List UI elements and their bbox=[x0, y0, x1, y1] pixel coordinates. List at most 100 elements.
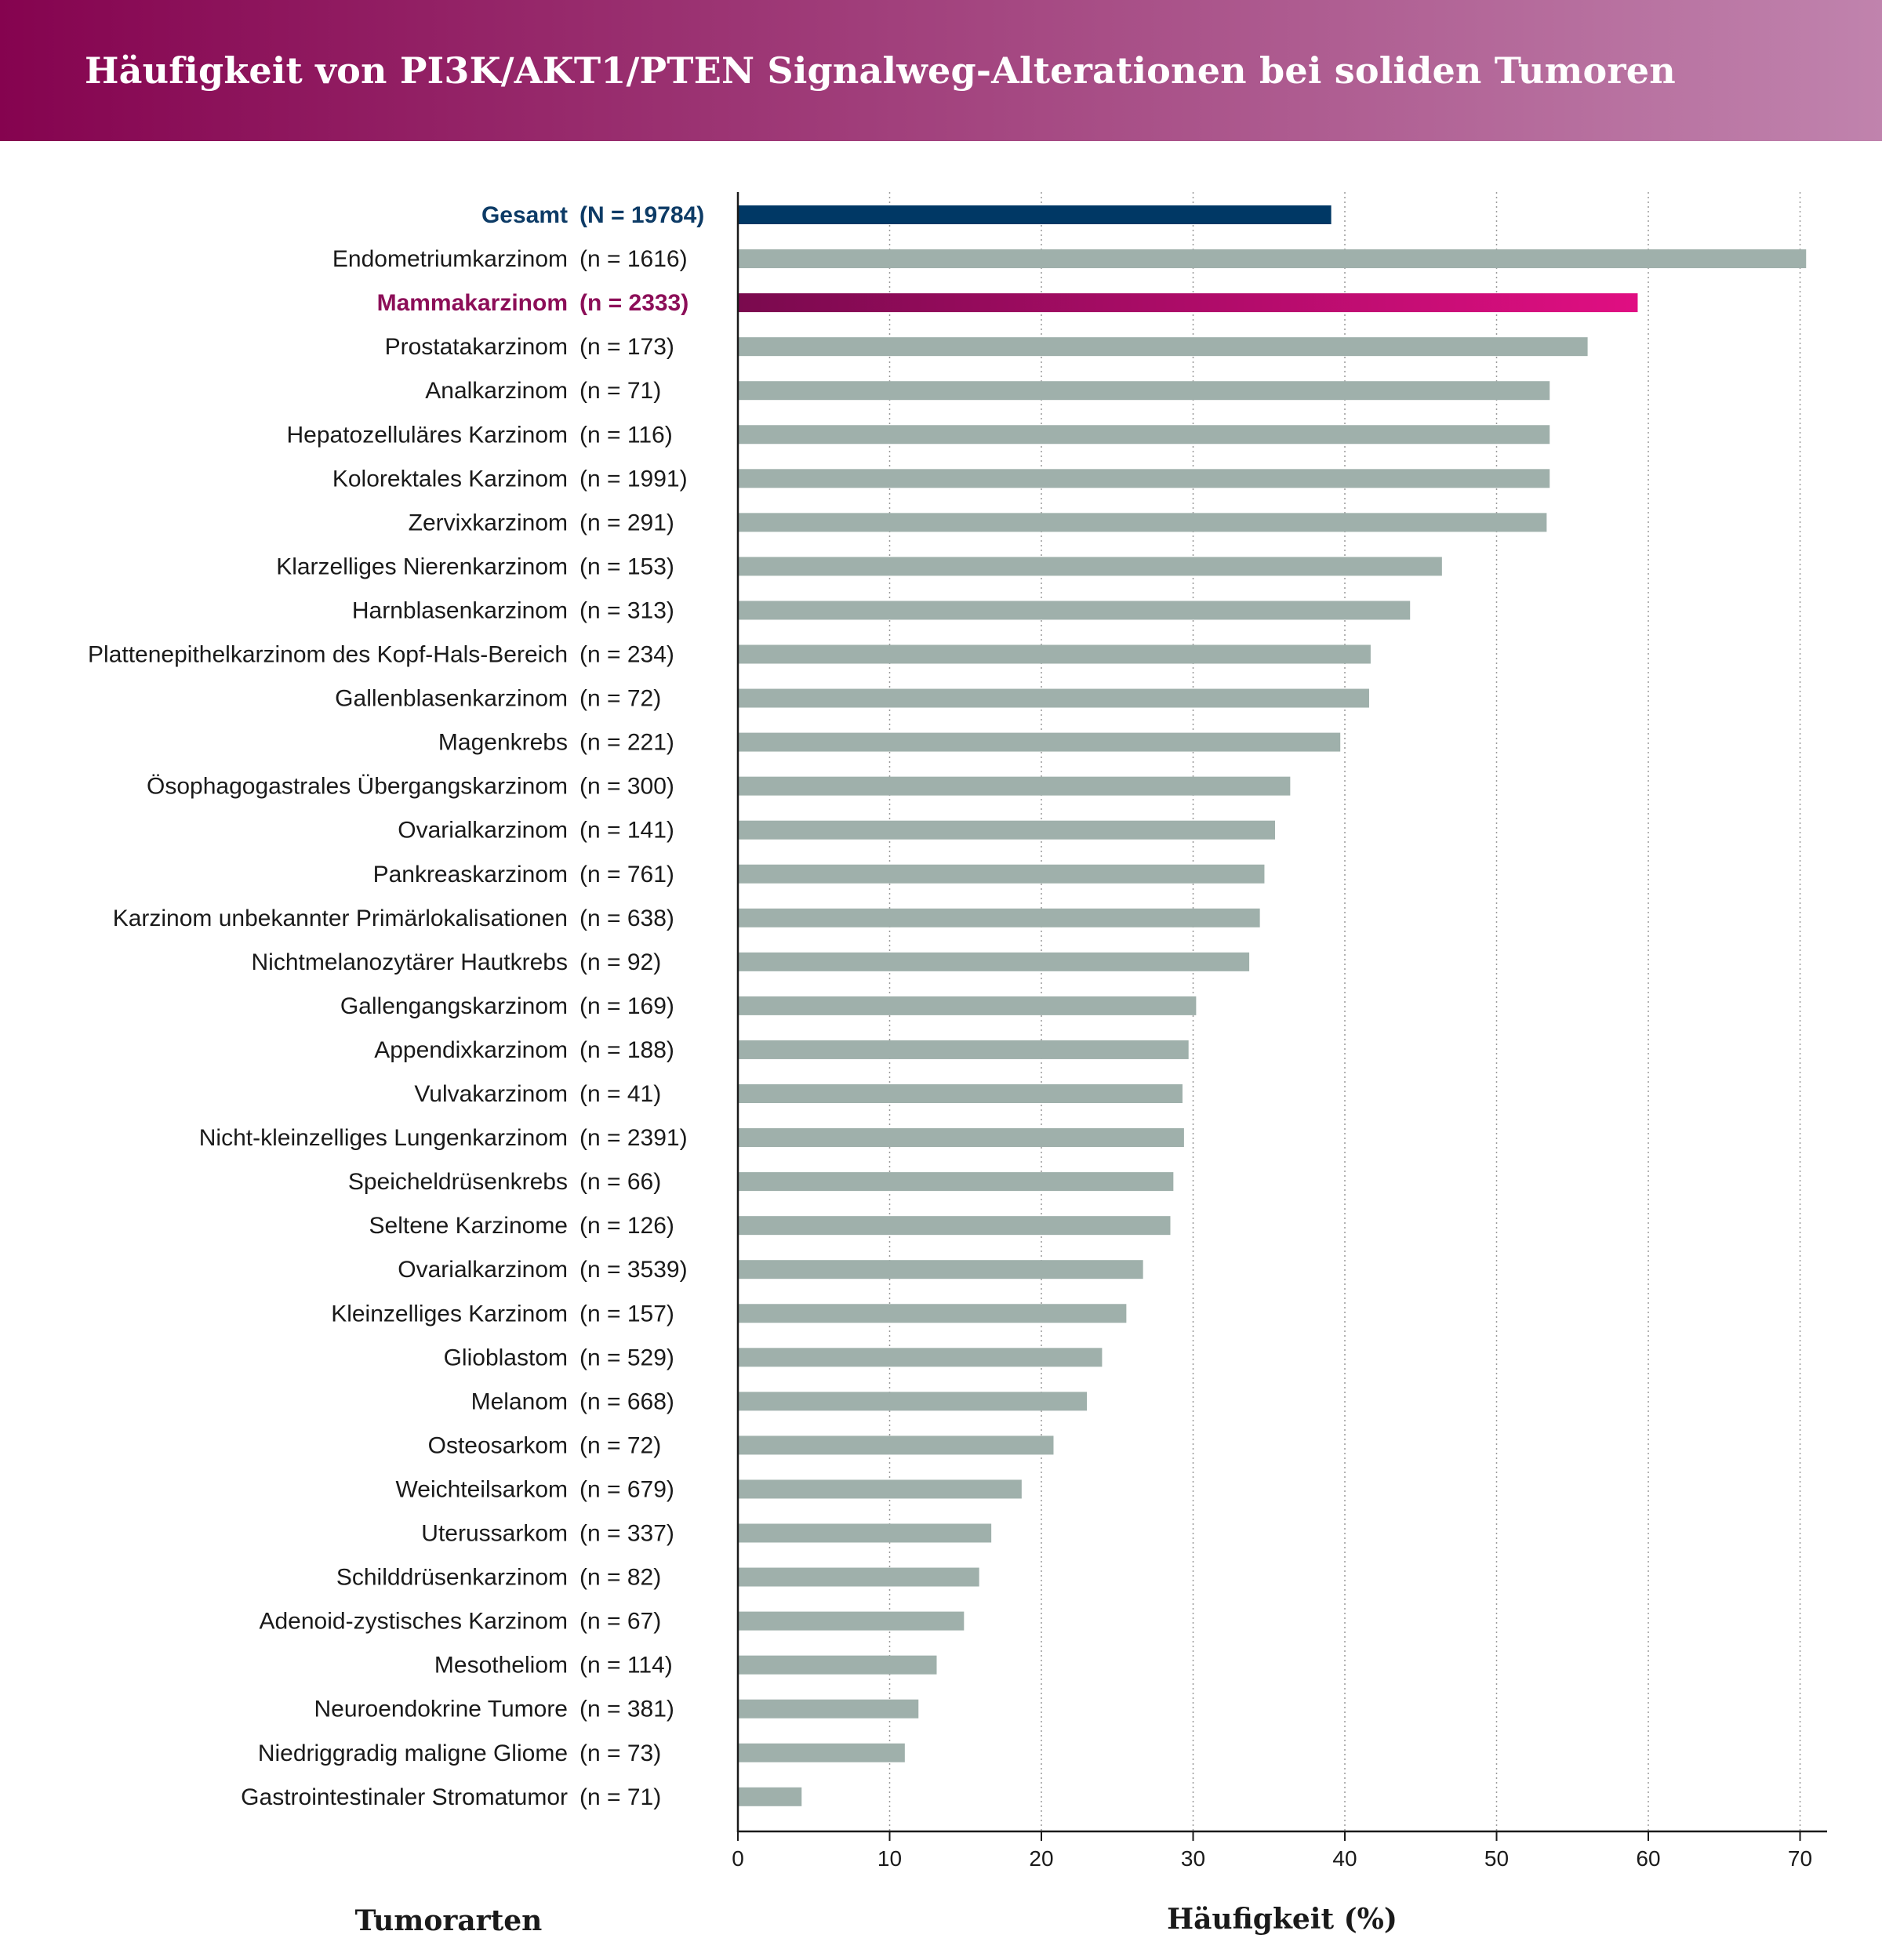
bar bbox=[738, 1611, 965, 1631]
sample-size-label: (n = 761) bbox=[579, 862, 674, 887]
category-label: Osteosarkom bbox=[428, 1432, 568, 1458]
sample-size-label: (n = 126) bbox=[579, 1213, 674, 1239]
sample-size-label: (n = 3539) bbox=[579, 1257, 688, 1283]
bar bbox=[738, 1172, 1174, 1192]
category-label: Pankreaskarzinom bbox=[373, 862, 568, 887]
bars bbox=[738, 205, 1807, 1806]
category-label: Gallenblasenkarzinom bbox=[335, 686, 568, 712]
category-label: Niedriggradig maligne Gliome bbox=[258, 1740, 568, 1766]
sample-size-label: (n = 529) bbox=[579, 1345, 674, 1370]
bar bbox=[738, 425, 1550, 445]
category-label: Ovarialkarzinom bbox=[398, 818, 568, 844]
category-label: Seltene Karzinome bbox=[369, 1213, 568, 1239]
sample-size-label: (n = 337) bbox=[579, 1521, 674, 1547]
bar bbox=[738, 205, 1332, 224]
sample-size-label: (n = 41) bbox=[579, 1081, 661, 1107]
category-label: Weichteilsarkom bbox=[395, 1476, 568, 1502]
category-label: Gastrointestinaler Stromatumor bbox=[241, 1784, 568, 1810]
sample-size-label: (n = 173) bbox=[579, 334, 674, 360]
sample-size-label: (n = 66) bbox=[579, 1169, 661, 1195]
sample-size-label: (n = 234) bbox=[579, 642, 674, 668]
sample-size-label: (n = 71) bbox=[579, 1784, 661, 1810]
x-tick-label: 20 bbox=[1029, 1846, 1053, 1871]
category-label: Hepatozelluläres Karzinom bbox=[286, 422, 568, 448]
category-label: Nicht-kleinzelliges Lungenkarzinom bbox=[199, 1125, 568, 1151]
sample-size-label: (n = 2333) bbox=[579, 290, 688, 316]
x-tick-label: 40 bbox=[1332, 1846, 1357, 1871]
sample-size-label: (n = 668) bbox=[579, 1388, 674, 1414]
category-label: Karzinom unbekannter Primärlokalisatione… bbox=[113, 906, 568, 931]
chart-header: Häufigkeit von PI3K/AKT1/PTEN Signalweg-… bbox=[0, 0, 1882, 141]
bar bbox=[738, 1348, 1103, 1367]
bar bbox=[738, 1040, 1189, 1059]
sample-size-label: (n = 72) bbox=[579, 1432, 661, 1458]
category-label: Gesamt bbox=[481, 202, 568, 228]
category-label: Speicheldrüsenkrebs bbox=[348, 1169, 568, 1195]
x-tick-label: 60 bbox=[1636, 1846, 1660, 1871]
bar bbox=[738, 469, 1550, 488]
sample-size-label: (n = 141) bbox=[579, 818, 674, 844]
category-label: Klarzelliges Nierenkarzinom bbox=[276, 554, 568, 579]
category-label: Plattenepithelkarzinom des Kopf-Hals-Ber… bbox=[88, 642, 568, 668]
bar bbox=[738, 1699, 919, 1719]
x-tick-label: 10 bbox=[877, 1846, 902, 1871]
x-tick-label: 50 bbox=[1484, 1846, 1509, 1871]
sample-size-label: (n = 221) bbox=[579, 730, 674, 756]
category-label: Harnblasenkarzinom bbox=[352, 597, 568, 623]
bar bbox=[738, 1392, 1088, 1411]
bar bbox=[738, 1084, 1183, 1103]
sample-size-label: (n = 300) bbox=[579, 774, 674, 800]
sample-size-label: (n = 71) bbox=[579, 378, 661, 404]
sample-size-label: (n = 67) bbox=[579, 1609, 661, 1635]
category-label: Melanom bbox=[471, 1388, 568, 1414]
sample-size-label: (n = 638) bbox=[579, 906, 674, 931]
bar bbox=[738, 732, 1341, 752]
category-label: Magenkrebs bbox=[438, 730, 568, 756]
bar bbox=[738, 337, 1588, 357]
bar bbox=[738, 1479, 1022, 1499]
category-label: Prostatakarzinom bbox=[385, 334, 568, 360]
sample-size-label: (n = 169) bbox=[579, 993, 674, 1019]
category-label: Endometriumkarzinom bbox=[332, 246, 568, 272]
category-label: Ösophagogastrales Übergangskarzinom bbox=[147, 774, 568, 800]
bar bbox=[738, 820, 1275, 840]
sample-size-label: (n = 157) bbox=[579, 1301, 674, 1327]
bar bbox=[738, 864, 1265, 884]
x-tick-label: 0 bbox=[732, 1846, 744, 1871]
bar bbox=[738, 1304, 1127, 1323]
category-label: Zervixkarzinom bbox=[409, 510, 568, 535]
x-axis-title: Häufigkeit (%) bbox=[1167, 1903, 1397, 1936]
category-label: Uterussarkom bbox=[421, 1521, 568, 1547]
y-axis-title: Tumorarten bbox=[355, 1904, 543, 1937]
bar bbox=[738, 381, 1550, 401]
sample-size-label: (n = 114) bbox=[579, 1653, 673, 1679]
category-label: Mesotheliom bbox=[434, 1653, 568, 1679]
sample-size-label: (N = 19784) bbox=[579, 202, 704, 228]
sample-size-label: (n = 381) bbox=[579, 1697, 674, 1722]
category-label: Nichtmelanozytärer Hautkrebs bbox=[252, 949, 569, 975]
bar bbox=[738, 644, 1371, 664]
category-label: Analkarzinom bbox=[425, 378, 568, 404]
bar bbox=[738, 908, 1260, 927]
sample-size-label: (n = 72) bbox=[579, 686, 661, 712]
bar bbox=[738, 249, 1807, 269]
bar bbox=[738, 1523, 992, 1543]
category-label: Kleinzelliges Karzinom bbox=[331, 1301, 568, 1327]
category-label: Ovarialkarzinom bbox=[398, 1257, 568, 1283]
category-label: Adenoid-zystisches Karzinom bbox=[259, 1609, 568, 1635]
category-label: Appendixkarzinom bbox=[374, 1037, 568, 1063]
sample-size-label: (n = 153) bbox=[579, 554, 674, 579]
sample-size-label: (n = 1616) bbox=[579, 246, 688, 272]
bar bbox=[738, 688, 1369, 708]
bar bbox=[738, 557, 1442, 576]
category-label: Vulvakarzinom bbox=[414, 1081, 568, 1107]
x-tick-label: 70 bbox=[1788, 1846, 1812, 1871]
bar bbox=[738, 1436, 1054, 1455]
category-label: Mammakarzinom bbox=[377, 290, 568, 316]
x-tick-label: 30 bbox=[1181, 1846, 1205, 1871]
bar bbox=[738, 293, 1638, 313]
bar bbox=[738, 1216, 1171, 1236]
bar bbox=[738, 1787, 802, 1806]
sample-size-label: (n = 82) bbox=[579, 1565, 661, 1591]
